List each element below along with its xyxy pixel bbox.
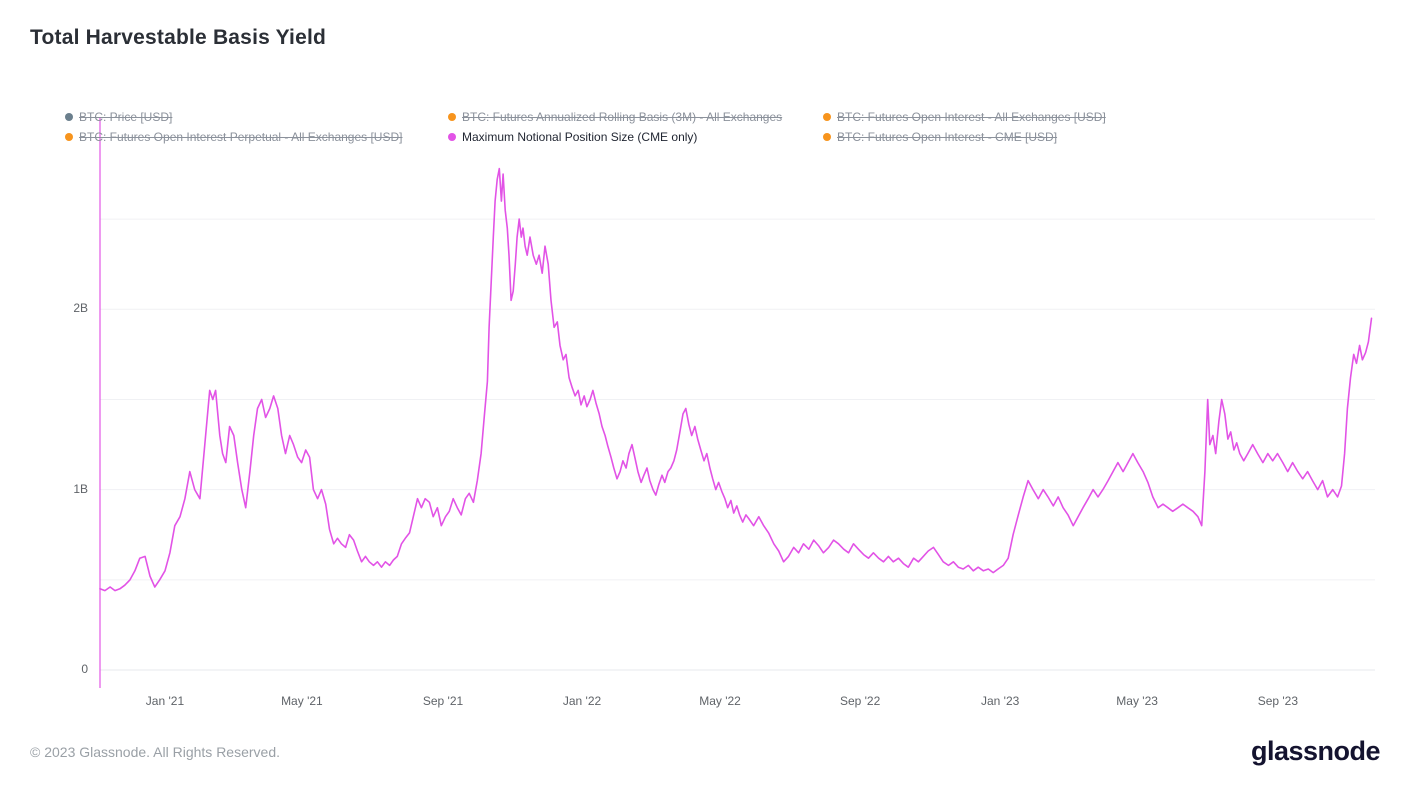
legend-dot-icon bbox=[65, 133, 73, 141]
legend-label: BTC: Futures Open Interest - CME [USD] bbox=[837, 130, 1058, 144]
x-axis-label: Jan '22 bbox=[562, 694, 602, 708]
y-axis-label: 2B bbox=[73, 301, 88, 316]
series-line-max-notional-position-size[interactable] bbox=[99, 167, 1373, 592]
legend-dot-icon bbox=[65, 113, 73, 121]
copyright-text: © 2023 Glassnode. All Rights Reserved. bbox=[30, 744, 281, 760]
x-axis-label: May '23 bbox=[1116, 694, 1158, 708]
x-axis-label: Sep '22 bbox=[839, 694, 881, 708]
legend-item-annualized-rolling-basis[interactable]: BTC: Futures Annualized Rolling Basis (3… bbox=[448, 109, 782, 125]
legend-dot-icon bbox=[448, 133, 456, 141]
legend-item-open-interest-all-exchanges[interactable]: BTC: Futures Open Interest - All Exchang… bbox=[823, 109, 1106, 125]
x-axis-label: Sep '21 bbox=[422, 694, 464, 708]
legend-item-open-interest-perpetual[interactable]: BTC: Futures Open Interest Perpetual - A… bbox=[65, 129, 402, 145]
x-axis-label: Sep '23 bbox=[1257, 694, 1299, 708]
x-axis-label: Jan '21 bbox=[145, 694, 185, 708]
y-axis-label: 0 bbox=[81, 662, 88, 676]
legend-dot-icon bbox=[823, 113, 831, 121]
x-axis-label: May '22 bbox=[699, 694, 741, 708]
legend-label: BTC: Price [USD] bbox=[79, 110, 173, 124]
glassnode-logo: glassnode bbox=[1250, 736, 1381, 766]
legend-label: BTC: Futures Annualized Rolling Basis (3… bbox=[462, 110, 783, 124]
legend-dot-icon bbox=[448, 113, 456, 121]
legend-item-max-notional-position-size[interactable]: Maximum Notional Position Size (CME only… bbox=[448, 129, 697, 145]
legend-dot-icon bbox=[823, 133, 831, 141]
y-axis-label: 1B bbox=[73, 481, 88, 496]
legend-label: BTC: Futures Open Interest - All Exchang… bbox=[837, 110, 1106, 124]
legend-label: Maximum Notional Position Size (CME only… bbox=[462, 130, 698, 144]
x-axis-label: Jan '23 bbox=[981, 694, 1020, 708]
legend-item-open-interest-cme[interactable]: BTC: Futures Open Interest - CME [USD] bbox=[823, 129, 1057, 145]
x-axis-label: May '21 bbox=[281, 694, 323, 708]
page-title: Total Harvestable Basis Yield bbox=[30, 26, 327, 49]
legend-item-btc-price[interactable]: BTC: Price [USD] bbox=[65, 109, 172, 125]
legend-label: BTC: Futures Open Interest Perpetual - A… bbox=[79, 130, 403, 144]
